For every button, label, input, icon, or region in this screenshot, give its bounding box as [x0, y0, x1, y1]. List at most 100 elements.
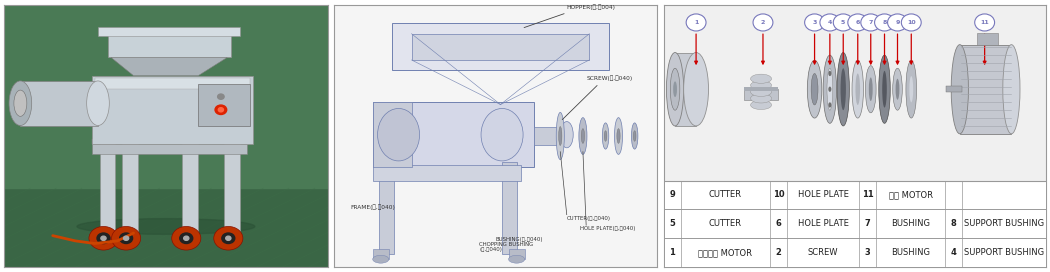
Text: 2: 2	[761, 20, 765, 25]
Ellipse shape	[837, 52, 849, 126]
Bar	[373, 102, 534, 168]
Text: SUPPORT BUSHING: SUPPORT BUSHING	[964, 248, 1044, 257]
Text: HOLE PLATE(상,하040): HOLE PLATE(상,하040)	[580, 226, 635, 231]
Text: 7: 7	[865, 219, 870, 228]
Ellipse shape	[614, 118, 623, 154]
Ellipse shape	[751, 100, 772, 110]
Text: 7: 7	[868, 20, 873, 25]
Ellipse shape	[9, 81, 31, 125]
Ellipse shape	[673, 81, 677, 97]
Ellipse shape	[834, 14, 854, 31]
Text: CUTTER(상,하040): CUTTER(상,하040)	[567, 216, 611, 221]
Text: 4: 4	[951, 248, 957, 257]
Bar	[743, 87, 778, 91]
Ellipse shape	[670, 68, 679, 110]
Text: HOPPER(상,하004): HOPPER(상,하004)	[567, 5, 615, 10]
Ellipse shape	[827, 68, 833, 110]
Circle shape	[97, 233, 110, 243]
Circle shape	[101, 236, 106, 240]
Circle shape	[215, 105, 227, 115]
Ellipse shape	[906, 60, 917, 118]
Ellipse shape	[579, 118, 587, 154]
Text: 11: 11	[981, 20, 989, 25]
Ellipse shape	[820, 14, 840, 31]
Bar	[122, 141, 138, 233]
Text: SCREW: SCREW	[807, 248, 838, 257]
Circle shape	[184, 236, 189, 240]
Ellipse shape	[582, 129, 585, 143]
Circle shape	[214, 227, 243, 250]
Polygon shape	[392, 23, 609, 70]
Bar	[224, 141, 239, 233]
Bar	[675, 52, 696, 126]
Bar	[946, 86, 962, 92]
Ellipse shape	[828, 86, 832, 92]
Bar	[373, 249, 388, 259]
Ellipse shape	[751, 87, 772, 97]
Ellipse shape	[901, 14, 921, 31]
Ellipse shape	[508, 255, 525, 263]
Text: BUSHING: BUSHING	[891, 248, 930, 257]
Circle shape	[111, 227, 141, 250]
Text: 1: 1	[669, 248, 675, 257]
Text: SUPPORT BUSHING: SUPPORT BUSHING	[964, 219, 1044, 228]
Text: CUTTER: CUTTER	[709, 190, 742, 199]
Ellipse shape	[631, 123, 638, 149]
Bar	[373, 165, 522, 181]
Text: 8: 8	[951, 219, 957, 228]
Text: SCREW(상,하040): SCREW(상,하040)	[586, 75, 632, 81]
Text: 8: 8	[882, 20, 886, 25]
Ellipse shape	[879, 55, 890, 123]
Text: BUSHING: BUSHING	[891, 219, 930, 228]
Polygon shape	[108, 31, 231, 57]
Ellipse shape	[751, 81, 772, 90]
Text: 정량공급 MOTOR: 정량공급 MOTOR	[698, 248, 753, 257]
Bar	[91, 139, 247, 144]
Circle shape	[124, 236, 129, 240]
Ellipse shape	[751, 74, 772, 83]
Ellipse shape	[852, 60, 863, 118]
Text: BUSHING(상,하040): BUSHING(상,하040)	[496, 237, 543, 242]
Bar	[373, 102, 412, 168]
Ellipse shape	[77, 219, 255, 234]
Bar	[4, 5, 328, 188]
Text: 5: 5	[841, 20, 845, 25]
Ellipse shape	[686, 14, 706, 31]
Ellipse shape	[882, 71, 887, 108]
Text: 11: 11	[862, 190, 874, 199]
Text: 2: 2	[776, 248, 781, 257]
Ellipse shape	[974, 14, 994, 31]
Circle shape	[120, 233, 132, 243]
Ellipse shape	[951, 45, 968, 134]
Ellipse shape	[812, 73, 818, 105]
Bar	[4, 188, 328, 267]
Text: CUTTER: CUTTER	[709, 219, 742, 228]
Ellipse shape	[909, 76, 914, 102]
Ellipse shape	[804, 14, 824, 31]
Polygon shape	[412, 34, 589, 60]
Ellipse shape	[684, 52, 709, 126]
Ellipse shape	[751, 94, 772, 103]
Text: HOLE PLATE: HOLE PLATE	[798, 219, 848, 228]
Bar	[94, 78, 250, 89]
Text: 9: 9	[669, 190, 675, 199]
Ellipse shape	[847, 14, 867, 31]
Ellipse shape	[856, 73, 860, 105]
Text: FRAME(상,하040): FRAME(상,하040)	[350, 205, 395, 211]
Ellipse shape	[633, 131, 636, 141]
Bar	[91, 144, 247, 154]
Ellipse shape	[828, 71, 832, 76]
Ellipse shape	[896, 79, 900, 100]
Circle shape	[180, 233, 193, 243]
Bar	[98, 27, 240, 36]
Text: 3: 3	[813, 20, 817, 25]
Bar	[20, 81, 98, 125]
Circle shape	[222, 233, 235, 243]
Text: CHOPPING BUSHING
(상,하040): CHOPPING BUSHING (상,하040)	[480, 242, 533, 252]
Ellipse shape	[861, 14, 881, 31]
Bar	[91, 76, 253, 144]
Ellipse shape	[823, 55, 837, 123]
Text: 10: 10	[907, 20, 916, 25]
Text: 5: 5	[669, 219, 675, 228]
Ellipse shape	[865, 66, 876, 113]
